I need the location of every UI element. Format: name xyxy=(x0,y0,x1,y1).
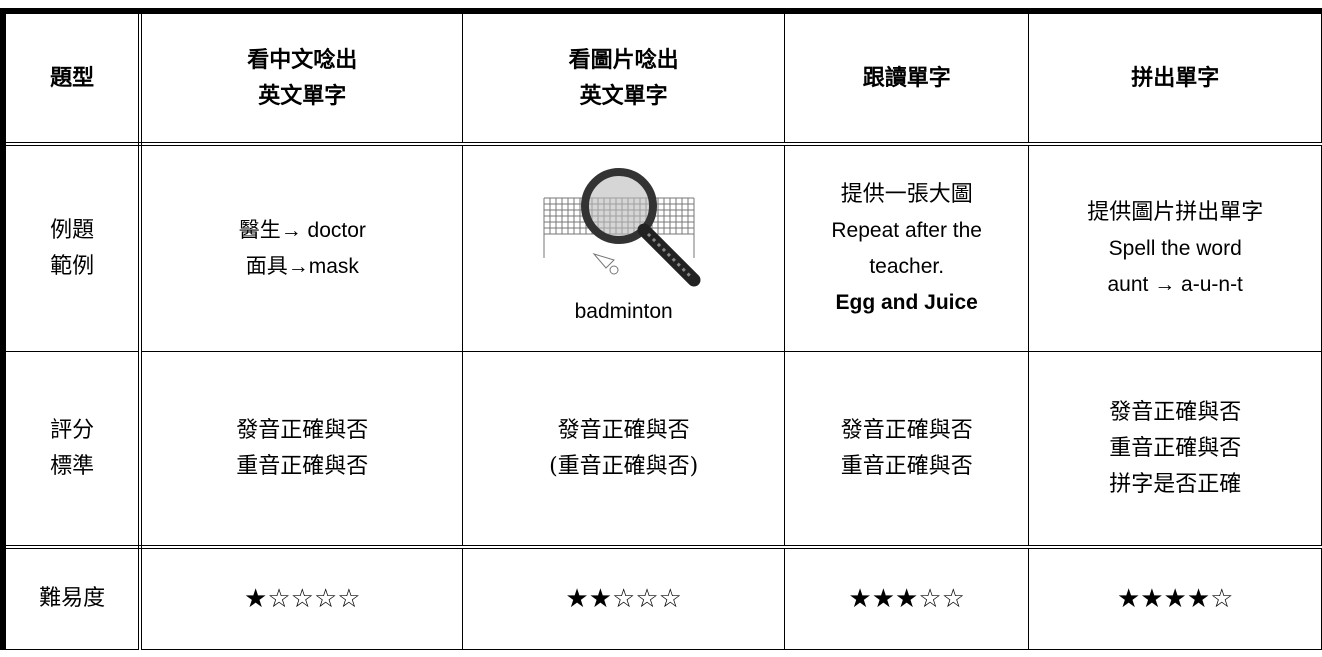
cell: 醫生→ doctor 面具→mask xyxy=(139,143,464,352)
cell-text: 面具→mask xyxy=(245,254,359,278)
row: 評分 標準 發音正確與否 重音正確與否 發音正確與否 (重音正確與否) 發音正確與否重… xyxy=(2,351,1322,549)
cell-text: 例題 xyxy=(50,217,95,243)
cell: 發音正確與否 重音正確與否 xyxy=(783,351,1030,549)
cell-text: 跟讀單字 xyxy=(862,65,951,91)
cell: badminton xyxy=(462,143,785,352)
row: 難易度 ★☆☆☆☆ ★★☆☆☆ ★★★☆☆ ★★★★☆ xyxy=(2,546,1322,650)
cell-text: Egg and Juice xyxy=(835,290,978,314)
cell-text: 題型 xyxy=(50,65,95,91)
cell-text: 範例 xyxy=(50,253,95,279)
cell-text: ★★★☆☆ xyxy=(848,584,965,614)
cell-text: ★★☆☆☆ xyxy=(565,584,682,614)
cell-text: 拼字是否正確 xyxy=(1109,471,1242,497)
cell: 發音正確與否 (重音正確與否) xyxy=(462,351,785,549)
cell-text: 拼出單字 xyxy=(1131,65,1220,91)
badminton-image xyxy=(543,167,701,286)
cell-text: 提供一張大圖 xyxy=(840,181,973,207)
cell-text: aunt → a-u-n-t xyxy=(1107,272,1243,296)
cell-text: 英文單字 xyxy=(579,83,668,109)
cell-text: 難易度 xyxy=(39,586,106,611)
cell: 跟讀單字 xyxy=(783,10,1030,146)
cell: 看中文唸出 英文單字 xyxy=(139,10,464,146)
cell-text: 評分 xyxy=(50,417,95,443)
cell: 拼出單字 xyxy=(1028,10,1322,146)
row: 例題範例 醫生→ doctor 面具→mask badminton 提供一張大圖 R… xyxy=(2,143,1322,352)
cell-text: 醫生→ doctor xyxy=(238,218,366,242)
cell-text: 英文單字 xyxy=(258,83,347,109)
cell-text: teacher. xyxy=(869,254,945,278)
cell: ★★★☆☆ xyxy=(783,546,1030,650)
cell-text: Repeat after the xyxy=(831,218,982,242)
header-row: 題型 看中文唸出英文單字 看圖片唸出英文單字 跟讀單字 拼出單字 xyxy=(2,10,1322,146)
cell-text: 重音正確與否 xyxy=(236,453,369,479)
cell: ★☆☆☆☆ xyxy=(139,546,464,650)
cell: ★★☆☆☆ xyxy=(462,546,785,650)
cell: 發音正確與否 重音正確與否 拼字是否正確 xyxy=(1028,351,1322,549)
cell-text: 發音正確與否 xyxy=(840,417,973,443)
cell: 題型 xyxy=(2,10,143,146)
cell-text: 提供圖片拼出單字 xyxy=(1087,199,1264,225)
cell-text: 重音正確與否 xyxy=(1109,435,1242,461)
cell-text: 發音正確與否 xyxy=(557,417,690,443)
cell: 例題 範例 xyxy=(2,143,143,352)
cell: ★★★★☆ xyxy=(1028,546,1322,650)
cell-text: ★★★★☆ xyxy=(1116,584,1234,614)
cell: 提供圖片拼出單字 Spell the word aunt → a-u-n-t xyxy=(1028,143,1322,352)
cell: 發音正確與否 重音正確與否 xyxy=(139,351,464,549)
cell-text: ★☆☆☆☆ xyxy=(244,584,361,614)
cell-text: (重音正確與否) xyxy=(549,453,699,479)
cell: 評分 標準 xyxy=(2,351,143,549)
cell-text: 發音正確與否 xyxy=(1109,399,1242,425)
cell: 難易度 xyxy=(2,546,143,650)
cell: 提供一張大圖 Repeat after the teacher. Egg and Ju… xyxy=(783,143,1030,352)
quiz-table: 題型 看中文唸出英文單字 看圖片唸出英文單字 跟讀單字 拼出單字 例題範例 醫生… xyxy=(0,8,1322,650)
cell-text: badminton xyxy=(574,299,673,323)
cell-text: 標準 xyxy=(50,453,95,479)
cell: 看圖片唸出 英文單字 xyxy=(462,10,785,146)
cell-text: 看圖片唸出 xyxy=(568,47,679,73)
cell-text: 發音正確與否 xyxy=(236,417,369,443)
cell-text: 看中文唸出 xyxy=(247,47,358,73)
cell-text: 重音正確與否 xyxy=(840,453,973,479)
cell-text: Spell the word xyxy=(1108,236,1242,260)
